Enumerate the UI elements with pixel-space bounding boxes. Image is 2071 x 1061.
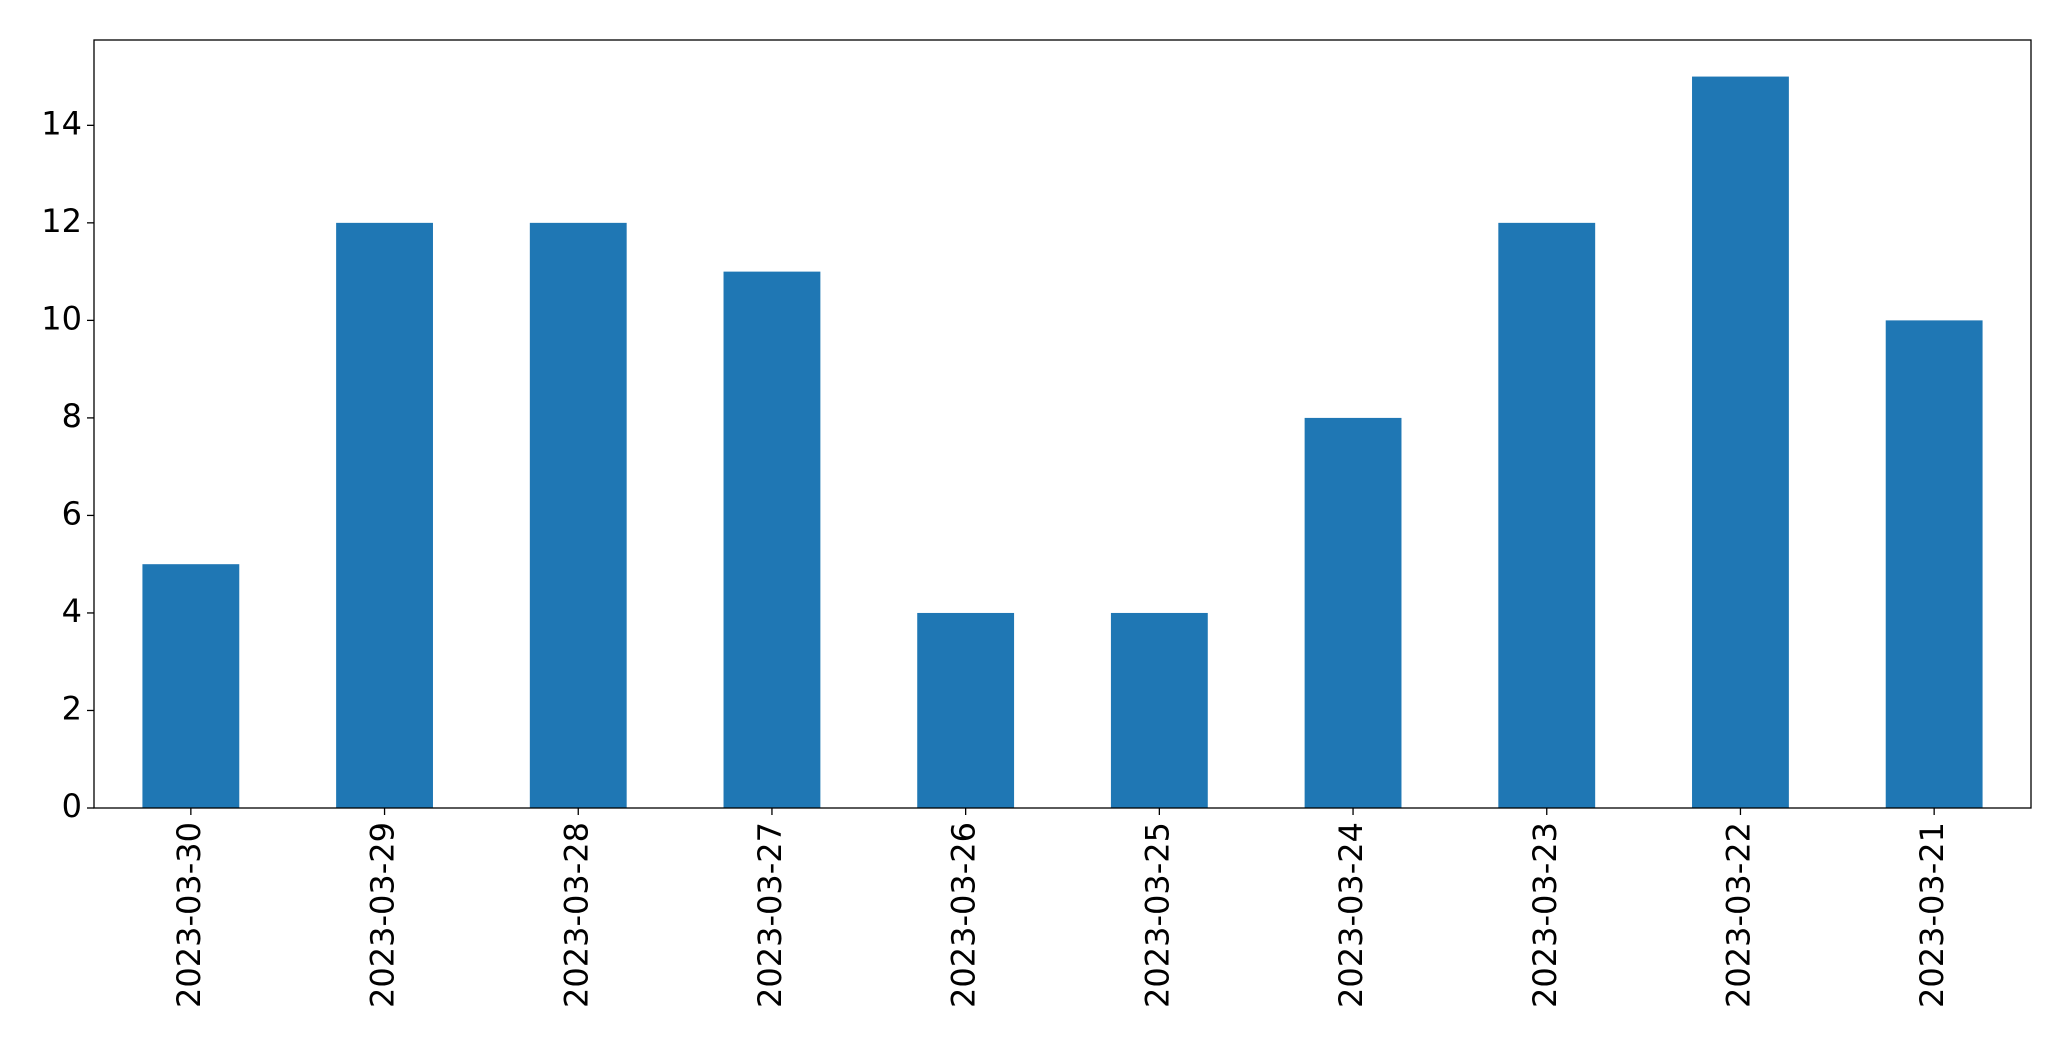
bar [917, 612, 1015, 808]
x-tick-label: 2023-03-25 [1138, 822, 1176, 1008]
bar [336, 222, 433, 808]
y-tick-label: 8 [62, 397, 82, 435]
bar [1885, 320, 1983, 808]
y-tick-label: 4 [62, 592, 82, 630]
x-tick-label: 2023-03-29 [364, 822, 402, 1008]
x-tick-label: 2023-03-23 [1526, 822, 1564, 1008]
y-tick-label: 12 [41, 202, 82, 240]
y-tick-label: 0 [62, 787, 82, 825]
x-tick-label: 2023-03-26 [945, 822, 983, 1008]
bar [723, 271, 821, 809]
plot-frame [93, 39, 2032, 809]
x-tick-label: 2023-03-21 [1913, 822, 1951, 1008]
y-tick-label: 2 [62, 689, 82, 727]
x-tick-label: 2023-03-24 [1332, 822, 1370, 1008]
x-tick-label: 2023-03-30 [170, 822, 208, 1008]
x-tick-label: 2023-03-28 [557, 822, 595, 1008]
bar [142, 564, 240, 808]
bar [1692, 76, 1789, 809]
bar [1498, 222, 1596, 808]
bar [1304, 417, 1402, 808]
x-tick-label: 2023-03-22 [1719, 822, 1757, 1008]
bar [1110, 612, 1208, 808]
y-tick-label: 6 [62, 494, 82, 532]
y-tick-label: 10 [41, 299, 82, 337]
y-tick-label: 14 [41, 104, 82, 142]
bar [529, 222, 627, 808]
x-tick-label: 2023-03-27 [751, 822, 789, 1008]
